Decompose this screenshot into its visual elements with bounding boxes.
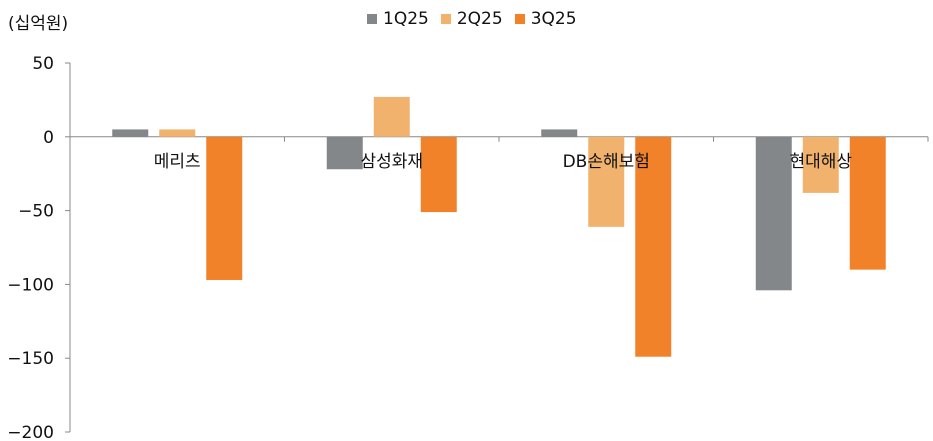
y-tick-label: −200 — [7, 423, 54, 441]
legend-item-1q25: 1Q25 — [367, 9, 429, 29]
bar-1q25-0 — [112, 129, 149, 137]
legend-label-2q25: 2Q25 — [456, 9, 503, 29]
bar-1q25-3 — [755, 136, 792, 291]
legend-item-3q25: 3Q25 — [514, 9, 577, 29]
bar-1q25-1 — [326, 136, 363, 170]
y-tick-label: −100 — [7, 275, 54, 295]
legend-label-1q25: 1Q25 — [383, 9, 429, 29]
bar-2q25-2 — [588, 136, 625, 227]
y-tick-label: −50 — [18, 202, 54, 222]
y-tick-label: −150 — [7, 349, 54, 369]
y-tick-label: 0 — [43, 128, 54, 148]
x-category-label: 삼성화재 — [360, 152, 423, 172]
y-tick-label: 50 — [32, 54, 54, 74]
bar-1q25-2 — [541, 129, 578, 137]
bar-3q25-1 — [420, 136, 457, 213]
legend-item-2q25: 2Q25 — [440, 9, 503, 29]
x-category-label: DB손해보험 — [563, 152, 650, 172]
bar-3q25-2 — [635, 136, 672, 357]
legend-swatch-1q25 — [367, 14, 377, 24]
bar-2q25-1 — [373, 96, 410, 137]
bar-2q25-0 — [159, 129, 196, 137]
bar-3q25-3 — [849, 136, 886, 270]
legend-swatch-3q25 — [514, 14, 525, 24]
bar-2q25-3 — [802, 136, 839, 193]
legend-swatch-2q25 — [440, 14, 451, 24]
bar-3q25-0 — [206, 136, 243, 280]
x-category-label: 메리츠 — [154, 152, 201, 172]
unit-label: (십억원) — [8, 14, 69, 34]
chart-legend: 1Q25 2Q25 3Q25 — [367, 9, 577, 29]
x-category-label: 현대해상 — [789, 152, 852, 172]
legend-label-3q25: 3Q25 — [530, 9, 577, 29]
